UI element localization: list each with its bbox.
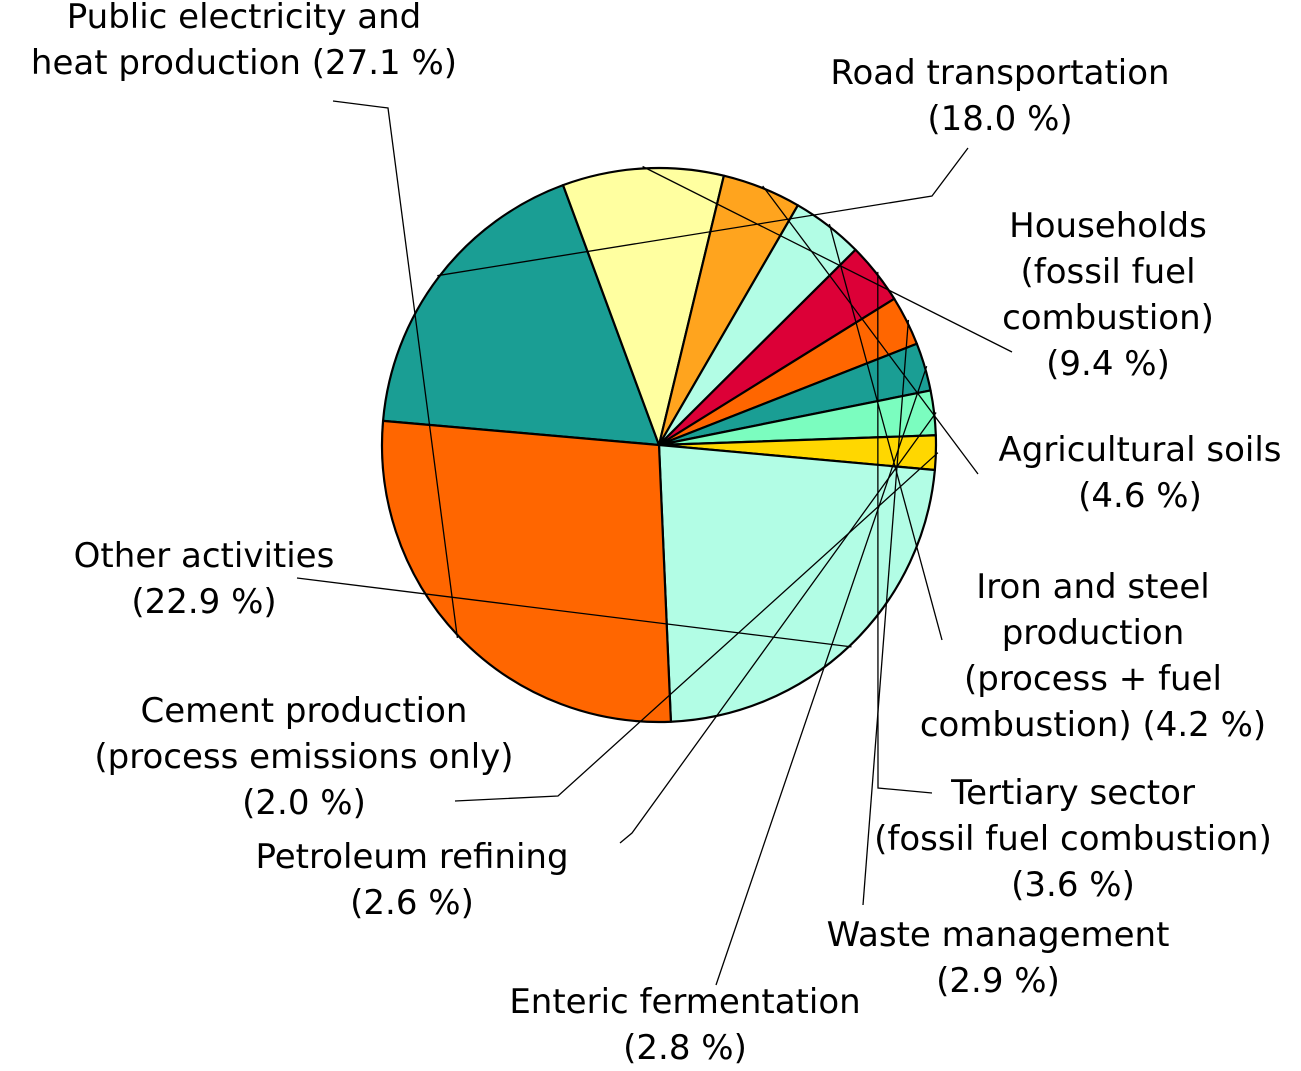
label-petroleum-refining: Petroleum refining (2.6 %)	[255, 837, 568, 923]
slice-labels: Road transportation (18.0 %) Households (fo…	[31, 0, 1282, 1068]
label-line: (2.0 %)	[242, 783, 366, 823]
label-enteric-fermentation: Enteric fermentation (2.8 %)	[509, 982, 860, 1068]
leader-road-transportation	[437, 147, 969, 277]
label-line: Cement production	[141, 691, 468, 731]
label-agricultural-soils: Agricultural soils (4.6 %)	[998, 430, 1281, 516]
label-line: (process emissions only)	[94, 737, 513, 777]
label-line: combustion) (4.2 %)	[920, 705, 1266, 745]
label-line: combustion)	[1002, 298, 1214, 338]
label-line: Waste management	[827, 915, 1170, 955]
slice-public-electricity-and-heat-production	[380, 419, 672, 724]
leader-agricultural-soils	[762, 185, 979, 475]
label-line: (9.4 %)	[1046, 344, 1170, 384]
label-iron-and-steel-production-process-fuel-combustion: Iron and steel production (process + fuel c…	[920, 567, 1266, 745]
label-cement-production-process-emissions-only: Cement production (process emissions only…	[94, 691, 513, 823]
label-line: Iron and steel	[976, 567, 1210, 607]
label-public-electricity-and-heat-production: Public electricity and heat production (2…	[31, 0, 457, 83]
leader-households-fossil-fuel-combustion	[642, 165, 1013, 353]
label-tertiary-sector-fossil-fuel-combustion: Tertiary sector (fossil fuel combustion) (…	[874, 773, 1272, 905]
label-line: (3.6 %)	[1011, 865, 1135, 905]
label-line: Enteric fermentation	[509, 982, 860, 1022]
label-line: Tertiary sector	[950, 773, 1195, 813]
label-line: (4.6 %)	[1078, 476, 1202, 516]
label-line: (fossil fuel	[1020, 252, 1195, 292]
leader-iron-and-steel-production-process-fuel-combustion	[828, 223, 943, 641]
leader-lines	[296, 100, 1013, 986]
leader-other-activities	[296, 577, 852, 648]
leader-enteric-fermentation	[715, 365, 928, 986]
label-line: production	[1002, 613, 1185, 653]
label-line: (18.0 %)	[927, 99, 1072, 139]
label-line: (2.6 %)	[350, 883, 474, 923]
slice-road-transportation	[381, 184, 661, 447]
label-line: Public electricity and	[67, 0, 422, 37]
label-line: (22.9 %)	[131, 582, 276, 622]
label-line: Petroleum refining	[255, 837, 568, 877]
leader-waste-management	[862, 319, 910, 906]
label-other-activities: Other activities (22.9 %)	[74, 536, 335, 622]
label-households-fossil-fuel-combustion: Households (fossil fuel combustion) (9.4 %)	[1002, 206, 1214, 384]
label-line: Road transportation	[830, 53, 1169, 93]
slice-other-activities	[657, 443, 936, 723]
label-line: (2.8 %)	[623, 1028, 747, 1068]
label-line: heat production (27.1 %)	[31, 43, 457, 83]
leader-cement-production-process-emissions-only	[454, 452, 939, 802]
label-line: Households	[1009, 206, 1207, 246]
label-line: Other activities	[74, 536, 335, 576]
leader-public-electricity-and-heat-production	[332, 100, 459, 638]
label-line: Agricultural soils	[998, 430, 1281, 470]
leader-petroleum-refining	[619, 412, 937, 844]
label-line: (process + fuel	[964, 659, 1222, 699]
label-line: (fossil fuel combustion)	[874, 819, 1272, 859]
label-road-transportation: Road transportation (18.0 %)	[830, 53, 1169, 139]
slice-households-fossil-fuel-combustion	[561, 166, 725, 447]
label-line: (2.9 %)	[936, 961, 1060, 1001]
label-waste-management: Waste management (2.9 %)	[827, 915, 1170, 1001]
leader-tertiary-sector-fossil-fuel-combustion	[877, 271, 933, 794]
pie-slices	[380, 166, 938, 724]
